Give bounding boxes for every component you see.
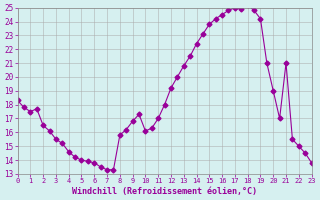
X-axis label: Windchill (Refroidissement éolien,°C): Windchill (Refroidissement éolien,°C) bbox=[72, 187, 257, 196]
